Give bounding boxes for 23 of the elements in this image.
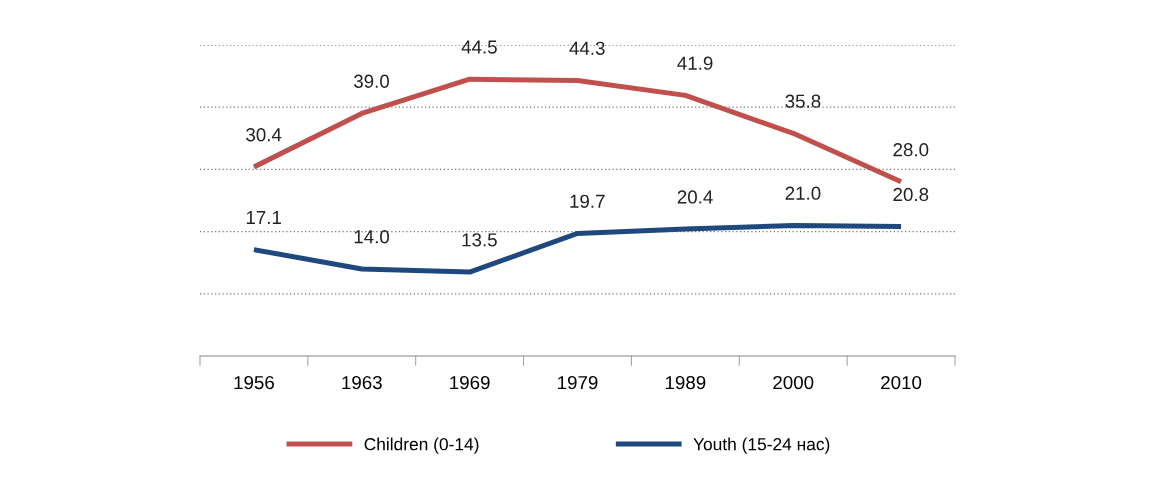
x-tick-label: 1956 <box>234 375 274 390</box>
data-label: 20.8 <box>893 187 929 202</box>
x-tick-label: 1963 <box>342 375 382 390</box>
data-label: 39.0 <box>353 74 390 88</box>
data-label: 14.0 <box>354 230 390 244</box>
x-tick-label: 2000 <box>773 375 814 390</box>
data-label: 41.9 <box>677 56 713 70</box>
data-label: 44.5 <box>461 40 497 54</box>
data-label: 19.7 <box>570 194 605 208</box>
x-tick-label: 2010 <box>881 375 922 390</box>
data-label: 21.0 <box>785 186 821 200</box>
data-label: 35.8 <box>785 94 821 108</box>
data-label: 30.4 <box>246 128 282 142</box>
x-tick-label: 1969 <box>450 375 490 390</box>
data-label: 44.3 <box>569 41 605 55</box>
x-tick-label: 1989 <box>665 375 706 390</box>
data-label: 17.1 <box>246 211 281 224</box>
legend-label: Youth (15-24 нас) <box>693 437 830 454</box>
data-label: 28.0 <box>893 143 929 157</box>
legend-label: Children (0-14) <box>364 437 479 454</box>
data-label: 13.5 <box>462 233 497 247</box>
x-tick-label: 1979 <box>558 375 598 390</box>
data-label: 20.4 <box>677 190 713 204</box>
